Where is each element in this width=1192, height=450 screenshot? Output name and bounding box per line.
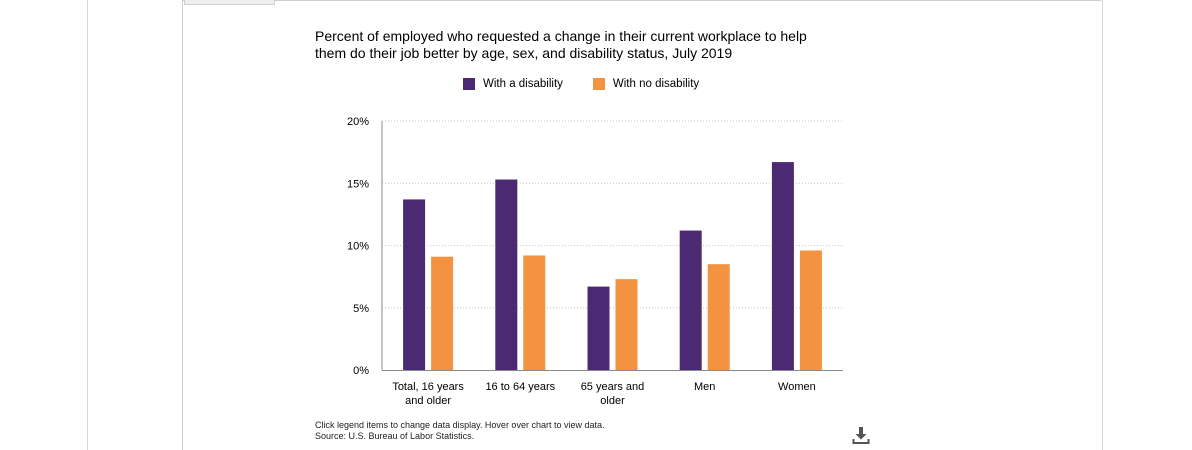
download-icon xyxy=(852,427,870,444)
y-tick-label: 10% xyxy=(347,241,369,253)
legend-item-no-disability[interactable]: With no disability xyxy=(592,78,700,90)
bar-no-disability[interactable] xyxy=(799,250,822,370)
chart-note: Click legend items to change data displa… xyxy=(315,420,605,430)
download-button[interactable] xyxy=(850,424,872,446)
x-tick-label: and older xyxy=(405,395,451,407)
x-tick-label: 16 to 64 years xyxy=(485,381,555,393)
bar-with-disability[interactable] xyxy=(679,230,702,370)
y-tick-label: 15% xyxy=(347,178,369,190)
x-tick-label: Total, 16 years xyxy=(392,381,464,393)
bar-with-disability[interactable] xyxy=(495,179,518,370)
chart-panel xyxy=(182,0,1101,450)
y-tick-label: 0% xyxy=(353,365,369,377)
legend-swatch-no-disability xyxy=(592,78,605,90)
x-tick-label: older xyxy=(600,395,625,407)
bar-with-disability[interactable] xyxy=(771,162,794,370)
bar-with-disability[interactable] xyxy=(403,199,426,370)
panel-tab[interactable] xyxy=(184,0,275,5)
bar-with-disability[interactable] xyxy=(587,286,610,370)
legend-label-with-disability: With a disability xyxy=(483,78,563,90)
bar-no-disability[interactable] xyxy=(707,264,730,370)
chart-source: Source: U.S. Bureau of Labor Statistics. xyxy=(315,431,475,441)
legend-item-with-disability[interactable]: With a disability xyxy=(463,78,563,90)
page-border-left xyxy=(87,0,88,450)
bar-no-disability[interactable] xyxy=(523,255,546,370)
y-tick-label: 5% xyxy=(353,303,369,315)
chart-legend: With a disability With no disability xyxy=(463,76,729,92)
x-tick-label: 65 years and xyxy=(581,381,645,393)
bar-no-disability[interactable] xyxy=(431,256,454,370)
page-border-right xyxy=(1102,0,1103,450)
chart-title: Percent of employed who requested a chan… xyxy=(315,28,807,61)
legend-swatch-with-disability xyxy=(463,78,475,90)
y-tick-label: 20% xyxy=(347,116,369,128)
x-tick-label: Men xyxy=(694,381,715,393)
bar-no-disability[interactable] xyxy=(615,279,638,370)
x-tick-label: Women xyxy=(778,381,816,393)
legend-label-no-disability: With no disability xyxy=(612,78,700,90)
